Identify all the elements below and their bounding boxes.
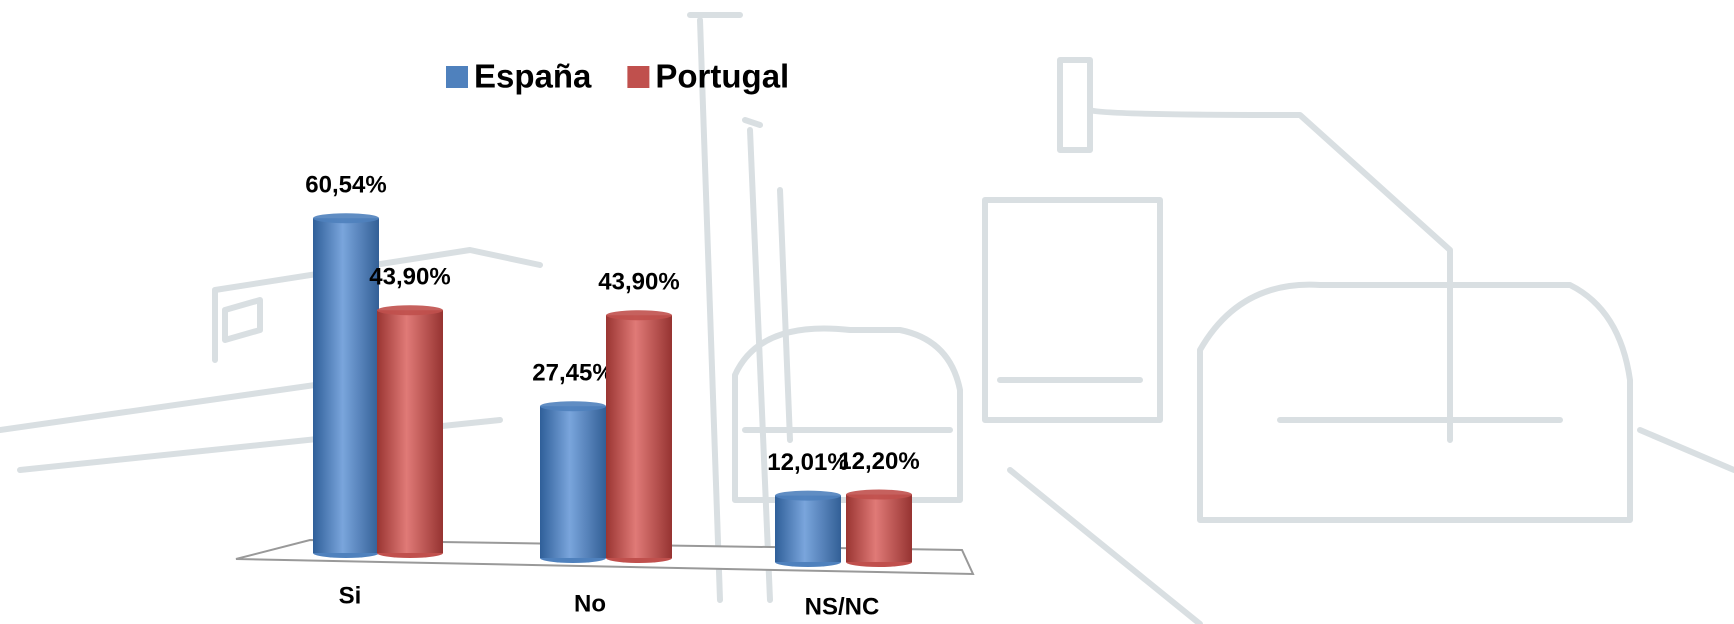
background-sketch	[0, 12, 1734, 624]
bar	[313, 218, 379, 553]
cylinder-top	[606, 310, 672, 321]
data-label: 60,54%	[305, 172, 386, 199]
cylinder-top	[846, 489, 912, 500]
bar	[377, 310, 443, 553]
legend-label: España	[474, 58, 592, 95]
data-label: 12,01%	[767, 449, 848, 476]
data-label: 43,90%	[369, 264, 450, 291]
x-tick-label: No	[574, 590, 606, 617]
x-tick-label: NS/NC	[805, 593, 880, 620]
x-tick-label: Si	[339, 582, 362, 609]
legend-swatch	[627, 66, 650, 88]
data-label: 27,45%	[532, 360, 613, 387]
cylinder-top	[775, 490, 841, 501]
cylinder-top	[313, 213, 379, 224]
legend-swatch	[446, 66, 468, 88]
cylinder-top	[377, 305, 443, 316]
bar	[775, 495, 841, 562]
cylinder-top	[540, 401, 606, 412]
legend: España Portugal	[446, 58, 789, 95]
legend-label: Portugal	[655, 58, 789, 95]
bar	[606, 315, 672, 558]
bar	[846, 494, 912, 562]
data-label: 43,90%	[598, 269, 679, 296]
bar	[540, 406, 606, 558]
data-label: 12,20%	[838, 448, 919, 475]
